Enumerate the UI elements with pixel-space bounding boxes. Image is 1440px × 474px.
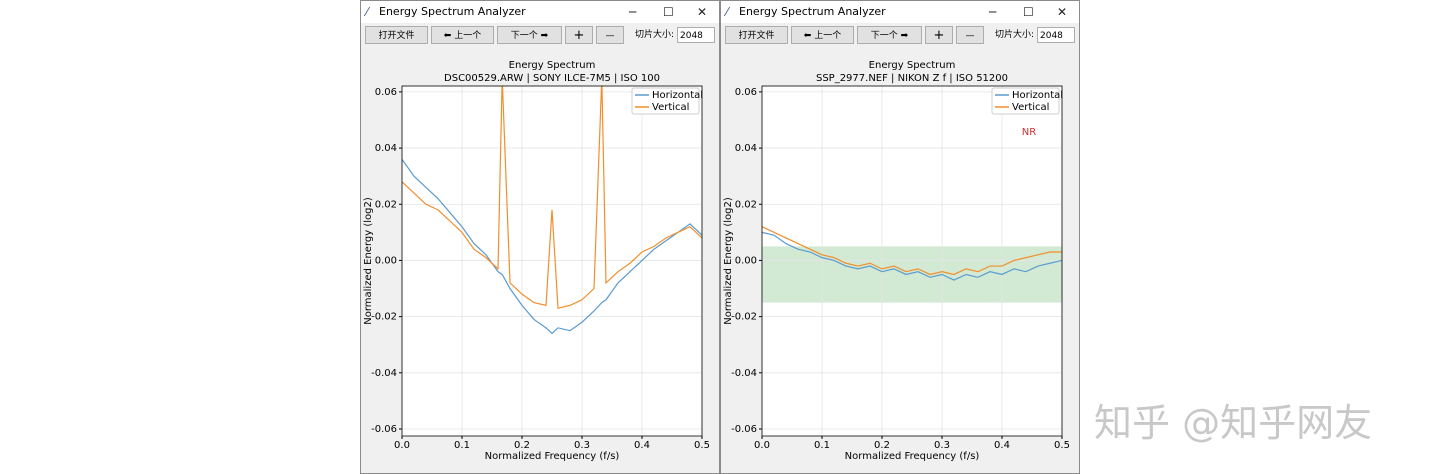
x-tick-label: 0.0 — [394, 440, 410, 451]
series-group — [762, 226, 1062, 281]
prev-button[interactable]: ⬅ 上一个 — [431, 26, 494, 44]
window-title: Energy Spectrum Analyzer — [379, 5, 526, 18]
plot-frame — [401, 85, 703, 437]
x-tick-label: 0.4 — [634, 440, 650, 451]
x-tick-label: 0.2 — [874, 440, 890, 451]
plot-frame — [761, 85, 1063, 437]
app-window: ⁄ Energy Spectrum Analyzer ─ ☐ ✕ 打开文件 ⬅ 上一个 下一个… — [360, 0, 720, 474]
y-tick-label: 0.00 — [375, 255, 397, 266]
chart: Energy Spectrum SSP_2977.NEF | NIKON Z f … — [723, 60, 1070, 462]
prev-button[interactable]: ⬅ 上一个 — [791, 26, 854, 44]
y-axis-label: Normalized Energy (log2) — [723, 197, 734, 325]
x-tick-label: 0.4 — [994, 440, 1010, 451]
series-line — [402, 158, 702, 335]
x-tick-label: 0.5 — [694, 440, 710, 451]
annotation: NR — [1022, 127, 1036, 138]
slice-label: 切片大小: — [995, 30, 1035, 40]
y-tick-label: -0.06 — [731, 424, 757, 435]
chart-title: Energy Spectrum — [869, 60, 956, 71]
y-tick-label: 0.04 — [375, 143, 397, 154]
close-button[interactable]: ✕ — [1057, 5, 1068, 19]
x-tick-label: 0.1 — [454, 440, 470, 451]
legend-label: Horizontal — [1012, 90, 1063, 101]
maximize-button[interactable]: ☐ — [663, 5, 674, 19]
y-tick-label: 0.02 — [735, 199, 757, 210]
next-button[interactable]: 下一个 ➡ — [497, 26, 562, 44]
chart-subtitle: DSC00529.ARW | SONY ILCE-7M5 | ISO 100 — [444, 73, 660, 84]
y-tick-label: 0.04 — [735, 143, 757, 154]
legend-label: Vertical — [652, 102, 689, 113]
app-window: ⁄ Energy Spectrum Analyzer ─ ☐ ✕ 打开文件 ⬅ 上一个 下一个… — [720, 0, 1080, 474]
y-tick-label: -0.02 — [371, 312, 397, 323]
y-tick-label: 0.06 — [735, 87, 757, 98]
open-button[interactable]: 打开文件 — [365, 26, 428, 44]
minimize-button[interactable]: ─ — [989, 5, 997, 19]
x-tick-label: 0.5 — [1054, 440, 1070, 451]
y-tick-label: -0.06 — [371, 424, 397, 435]
slice-label: 切片大小: — [635, 30, 675, 40]
y-tick-label: -0.04 — [371, 368, 397, 379]
window-title: Energy Spectrum Analyzer — [739, 5, 886, 18]
next-button[interactable]: 下一个 ➡ — [857, 26, 922, 44]
minimize-button[interactable]: ─ — [629, 5, 637, 19]
band — [762, 246, 1062, 303]
maximize-button[interactable]: ☐ — [1023, 5, 1034, 19]
x-tick-label: 0.3 — [934, 440, 950, 451]
zoom-in-button[interactable]: + — [565, 26, 593, 44]
series-line — [402, 86, 702, 309]
x-tick-label: 0.3 — [574, 440, 590, 451]
slice-select[interactable]: 2048 — [677, 27, 715, 43]
open-button[interactable]: 打开文件 — [725, 26, 788, 44]
y-tick-label: 0.06 — [375, 87, 397, 98]
legend-label: Vertical — [1012, 102, 1049, 113]
x-tick-label: 0.0 — [754, 440, 770, 451]
chart-title: Energy Spectrum — [509, 60, 596, 71]
app-icon: ⁄ — [726, 5, 729, 19]
series-line — [762, 231, 1062, 281]
y-tick-label: 0.00 — [735, 255, 757, 266]
watermark: 知乎 @知乎网友 — [1094, 401, 1373, 445]
y-tick-label: 0.02 — [375, 199, 397, 210]
chart: Energy Spectrum DSC00529.ARW | SONY ILCE-… — [363, 60, 710, 462]
slice-select[interactable]: 2048 — [1037, 27, 1075, 43]
series-line — [762, 226, 1062, 276]
y-axis-label: Normalized Energy (log2) — [363, 197, 374, 325]
title-bar: ⁄ Energy Spectrum Analyzer ─ ☐ ✕ — [721, 1, 1079, 23]
x-axis-label: Normalized Frequency (f/s) — [845, 451, 980, 462]
app-icon: ⁄ — [366, 5, 369, 19]
series-group — [402, 86, 702, 335]
x-tick-label: 0.2 — [514, 440, 530, 451]
y-tick-label: -0.04 — [731, 368, 757, 379]
zoom-in-button[interactable]: + — [925, 26, 953, 44]
chart-subtitle: SSP_2977.NEF | NIKON Z f | ISO 51200 — [816, 73, 1008, 84]
plot-area — [402, 86, 702, 436]
x-tick-label: 0.1 — [814, 440, 830, 451]
zoom-out-button[interactable]: — — [956, 26, 984, 44]
x-axis-label: Normalized Frequency (f/s) — [485, 451, 620, 462]
zoom-out-button[interactable]: — — [596, 26, 624, 44]
y-tick-label: -0.02 — [731, 312, 757, 323]
title-bar: ⁄ Energy Spectrum Analyzer ─ ☐ ✕ — [361, 1, 719, 23]
legend-label: Horizontal — [652, 90, 703, 101]
close-button[interactable]: ✕ — [697, 5, 708, 19]
